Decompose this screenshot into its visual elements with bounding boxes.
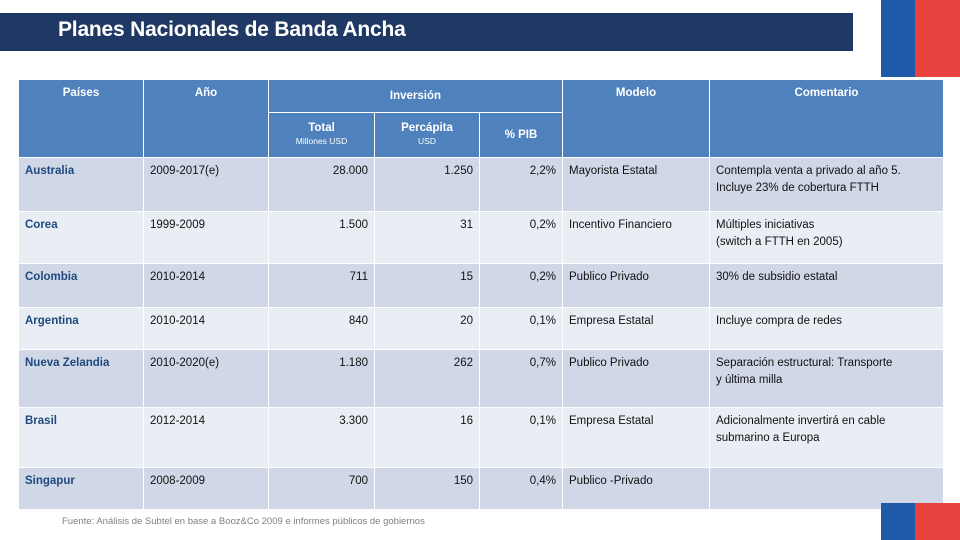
header-percapita: Percápita USD [374, 112, 480, 158]
header-pib: % PIB [479, 112, 563, 158]
cell-pib: 0,7% [479, 349, 563, 408]
cell-pib: 0,4% [479, 467, 563, 510]
table-row: Australia 2009-2017(e) 28.000 1.250 2,2%… [18, 157, 944, 212]
cell-pib: 0,2% [479, 263, 563, 308]
cell-comment: Separación estructural: Transporte y últi… [709, 349, 944, 408]
cell-model: Publico Privado [562, 263, 710, 308]
slide-title: Planes Nacionales de Banda Ancha [58, 18, 406, 41]
cell-year: 2012-2014 [143, 407, 269, 468]
cell-percapita: 1.250 [374, 157, 480, 212]
cell-comment: Contempla venta a privado al año 5. Inclu… [709, 157, 944, 212]
cell-country: Colombia [18, 263, 144, 308]
cell-country: Australia [18, 157, 144, 212]
cell-comment: Adicionalmente invertirá en cable submari… [709, 407, 944, 468]
cell-country: Argentina [18, 307, 144, 350]
cell-pib: 2,2% [479, 157, 563, 212]
table-row: Nueva Zelandia 2010-2020(e) 1.180 262 0,… [18, 349, 944, 408]
comment-line-1: Separación estructural: Transporte [716, 357, 893, 369]
comment-line-2: submarino a Europa [716, 432, 820, 444]
comment-line-1: Múltiples iniciativas [716, 219, 815, 231]
source-note: Fuente: Análisis de Subtel en base a Boo… [62, 516, 425, 527]
header-modelo: Modelo [562, 79, 710, 158]
cell-year: 2010-2014 [143, 307, 269, 350]
flag-red-stripe [915, 503, 960, 540]
header-total-label: Total [308, 122, 335, 134]
cell-model: Mayorista Estatal [562, 157, 710, 212]
cell-total: 1.180 [268, 349, 375, 408]
cell-percapita: 20 [374, 307, 480, 350]
cell-year: 2008-2009 [143, 467, 269, 510]
flag-red-stripe [915, 0, 960, 77]
cell-year: 2010-2014 [143, 263, 269, 308]
cell-model: Publico Privado [562, 349, 710, 408]
cell-percapita: 262 [374, 349, 480, 408]
cell-pib: 0,1% [479, 307, 563, 350]
chile-flag-logo-top [881, 0, 960, 77]
cell-total: 28.000 [268, 157, 375, 212]
broadband-plans-table: Países Año Inversión Modelo Comentario T… [18, 79, 944, 510]
cell-country: Nueva Zelandia [18, 349, 144, 408]
cell-total: 840 [268, 307, 375, 350]
cell-comment [709, 467, 944, 510]
cell-model: Incentivo Financiero [562, 211, 710, 264]
header-total-unit: Millones USD [295, 136, 348, 146]
cell-total: 1.500 [268, 211, 375, 264]
cell-year: 1999-2009 [143, 211, 269, 264]
cell-country: Corea [18, 211, 144, 264]
cell-comment: Múltiples iniciativas (switch a FTTH en 2… [709, 211, 944, 264]
header-inversion: Inversión [268, 79, 563, 113]
chile-flag-logo-bottom [881, 503, 960, 540]
flag-blue-stripe [881, 0, 915, 77]
header-percapita-label: Percápita [401, 122, 453, 134]
table-row: Corea 1999-2009 1.500 31 0,2% Incentivo … [18, 211, 944, 264]
cell-total: 700 [268, 467, 375, 510]
cell-model: Empresa Estatal [562, 407, 710, 468]
cell-total: 3.300 [268, 407, 375, 468]
cell-percapita: 15 [374, 263, 480, 308]
cell-country: Singapur [18, 467, 144, 510]
header-comentario: Comentario [709, 79, 944, 158]
cell-model: Empresa Estatal [562, 307, 710, 350]
table-row: Brasil 2012-2014 3.300 16 0,1% Empresa E… [18, 407, 944, 468]
table-row: Argentina 2010-2014 840 20 0,1% Empresa … [18, 307, 944, 350]
comment-line-2: y última milla [716, 374, 783, 386]
comment-line-2: (switch a FTTH en 2005) [716, 236, 843, 248]
cell-comment: Incluye compra de redes [709, 307, 944, 350]
header-percapita-unit: USD [418, 136, 436, 146]
cell-total: 711 [268, 263, 375, 308]
flag-blue-stripe [881, 503, 915, 540]
comment-line-2: Incluye 23% de cobertura FTTH [716, 182, 879, 194]
table-row: Singapur 2008-2009 700 150 0,4% Publico … [18, 467, 944, 510]
cell-year: 2010-2020(e) [143, 349, 269, 408]
cell-percapita: 31 [374, 211, 480, 264]
title-bar: Planes Nacionales de Banda Ancha [0, 13, 853, 51]
table-row: Colombia 2010-2014 711 15 0,2% Publico P… [18, 263, 944, 308]
header-paises: Países [18, 79, 144, 158]
header-total: Total Millones USD [268, 112, 375, 158]
cell-comment: 30% de subsidio estatal [709, 263, 944, 308]
cell-country: Brasil [18, 407, 144, 468]
cell-percapita: 150 [374, 467, 480, 510]
comment-line-1: Adicionalmente invertirá en cable [716, 415, 886, 427]
cell-year: 2009-2017(e) [143, 157, 269, 212]
cell-pib: 0,2% [479, 211, 563, 264]
cell-percapita: 16 [374, 407, 480, 468]
header-anio: Año [143, 79, 269, 158]
comment-line-1: Contempla venta a privado al año 5. [716, 165, 901, 177]
cell-pib: 0,1% [479, 407, 563, 468]
cell-model: Publico -Privado [562, 467, 710, 510]
